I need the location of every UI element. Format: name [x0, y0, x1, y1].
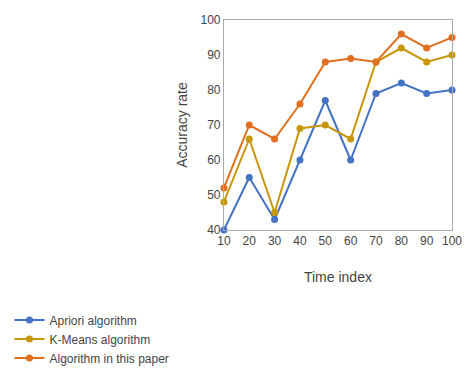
svg-text:20: 20 — [243, 234, 257, 248]
svg-text:90: 90 — [420, 234, 434, 248]
svg-text:80: 80 — [395, 234, 409, 248]
svg-text:30: 30 — [268, 234, 282, 248]
svg-text:Apriori algorithm: Apriori algorithm — [49, 314, 136, 328]
svg-text:100: 100 — [442, 234, 462, 248]
svg-text:50: 50 — [319, 234, 333, 248]
svg-text:K-Means algorithm: K-Means algorithm — [49, 333, 150, 347]
svg-text:Algorithm in this paper: Algorithm in this paper — [49, 352, 168, 366]
svg-text:10: 10 — [217, 234, 231, 248]
svg-text:40: 40 — [293, 234, 307, 248]
svg-text:80: 80 — [207, 83, 221, 97]
svg-text:70: 70 — [369, 234, 383, 248]
svg-text:Accuracy rate: Accuracy rate — [174, 82, 190, 168]
svg-text:70: 70 — [207, 118, 221, 132]
svg-text:100: 100 — [200, 13, 220, 27]
svg-text:40: 40 — [207, 223, 221, 237]
svg-text:60: 60 — [344, 234, 358, 248]
svg-text:50: 50 — [207, 188, 221, 202]
svg-text:Time index: Time index — [304, 269, 372, 285]
svg-text:60: 60 — [207, 153, 221, 167]
svg-text:90: 90 — [207, 48, 221, 62]
